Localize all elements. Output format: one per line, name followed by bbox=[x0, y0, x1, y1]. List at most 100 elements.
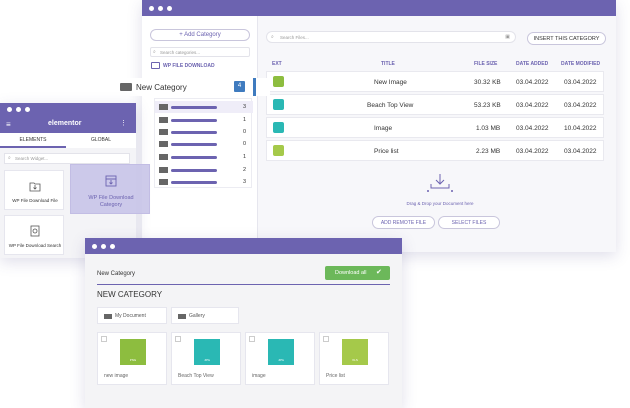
drop-zone-text: Drag & Drop your Document here bbox=[406, 201, 474, 206]
category-count: 0 bbox=[243, 129, 247, 135]
file-date-modified: 03.04.2022 bbox=[564, 102, 597, 109]
file-size: 30.32 KB bbox=[474, 79, 501, 86]
insert-category-button[interactable]: INSERT THIS CATEGORY bbox=[527, 32, 606, 45]
file-card[interactable]: PNG new image bbox=[97, 332, 167, 385]
folder-icon bbox=[159, 141, 168, 147]
download-all-button[interactable]: Download all ✔ bbox=[325, 266, 390, 280]
category-child[interactable]: 0 bbox=[155, 138, 253, 150]
checkbox[interactable] bbox=[323, 336, 329, 342]
file-type-icon bbox=[273, 145, 284, 156]
category-count: 2 bbox=[243, 167, 247, 173]
widget-search-placeholder: Search Widget... bbox=[15, 156, 49, 161]
file-date-added: 03.04.2022 bbox=[516, 148, 549, 155]
frontend-window: New Category Download all ✔ NEW CATEGORY… bbox=[85, 238, 402, 408]
column-header-ext[interactable]: EXT bbox=[272, 61, 282, 67]
file-card[interactable]: JPG image bbox=[245, 332, 315, 385]
file-date-added: 03.04.2022 bbox=[516, 102, 549, 109]
category-root-label: New Category bbox=[136, 83, 187, 92]
file-ext: XLS bbox=[352, 358, 358, 362]
filter-icon[interactable]: ▣ bbox=[505, 34, 510, 40]
elementor-tabs: ELEMENTS GLOBAL bbox=[0, 133, 136, 148]
file-row[interactable]: Price list 2.23 MB 03.04.2022 03.04.2022 bbox=[266, 140, 604, 161]
search-files-input[interactable]: ⌕ Search Files... ▣ bbox=[266, 31, 516, 43]
download-brand-icon bbox=[151, 62, 160, 69]
add-category-button[interactable]: + Add Category bbox=[150, 29, 250, 41]
folder-item[interactable]: My Document bbox=[97, 307, 167, 324]
file-name: new image bbox=[104, 373, 129, 379]
column-header-file-size[interactable]: FILE SIZE bbox=[474, 61, 498, 67]
category-count: 3 bbox=[243, 104, 247, 110]
file-card[interactable]: XLS Price list bbox=[319, 332, 389, 385]
archive-download-icon bbox=[105, 175, 117, 187]
window-dot bbox=[25, 107, 30, 112]
category-name-bar bbox=[171, 143, 217, 146]
apps-grid-icon[interactable]: ⋮ bbox=[120, 120, 127, 127]
add-remote-file-button[interactable]: ADD REMOTE FILE bbox=[372, 216, 435, 229]
category-child[interactable]: 3 bbox=[155, 176, 253, 188]
column-header-date-modified[interactable]: DATE MODIFIED bbox=[561, 61, 601, 67]
file-title: New Image bbox=[374, 79, 407, 86]
category-child[interactable]: 1 bbox=[155, 151, 253, 163]
file-thumbnail bbox=[268, 339, 294, 365]
widget-file[interactable]: WP File Download File bbox=[4, 170, 64, 210]
drop-zone[interactable]: Drag & Drop your Document here bbox=[380, 170, 500, 214]
file-date-added: 03.04.2022 bbox=[516, 125, 549, 132]
window-dot bbox=[92, 244, 97, 249]
tab-elements[interactable]: ELEMENTS bbox=[0, 133, 66, 148]
category-count: 1 bbox=[243, 117, 247, 123]
selection-marker bbox=[253, 78, 256, 96]
category-count: 3 bbox=[243, 179, 247, 185]
window-dot bbox=[16, 107, 21, 112]
file-type-icon bbox=[273, 122, 284, 133]
checkbox[interactable] bbox=[175, 336, 181, 342]
file-card[interactable]: JPG Beach Top View bbox=[171, 332, 241, 385]
file-row[interactable]: Beach Top View 53.23 KB 03.04.2022 03.04… bbox=[266, 94, 604, 115]
window-dot bbox=[101, 244, 106, 249]
category-name-bar bbox=[171, 156, 217, 159]
widget-search-input[interactable]: ⌕ Search Widget... bbox=[4, 153, 130, 164]
column-header-title[interactable]: TITLE bbox=[381, 61, 395, 67]
category-child[interactable]: 3 bbox=[155, 101, 253, 113]
titlebar bbox=[85, 238, 402, 254]
file-date-added: 03.04.2022 bbox=[516, 79, 549, 86]
titlebar bbox=[142, 0, 616, 16]
brand-label: WP FILE DOWNLOAD bbox=[163, 63, 215, 69]
file-thumbnail bbox=[342, 339, 368, 365]
search-categories-input[interactable]: ⌕ Search categories... bbox=[150, 47, 250, 57]
file-date-modified: 03.04.2022 bbox=[564, 148, 597, 155]
checkbox[interactable] bbox=[249, 336, 255, 342]
category-name-bar bbox=[171, 169, 217, 172]
folder-icon bbox=[159, 129, 168, 135]
folder-icon bbox=[178, 314, 186, 319]
category-child[interactable]: 0 bbox=[155, 126, 253, 138]
download-all-label: Download all bbox=[335, 270, 367, 276]
column-header-date-added[interactable]: DATE ADDED bbox=[516, 61, 549, 67]
checkbox[interactable] bbox=[101, 336, 107, 342]
category-count: 0 bbox=[243, 141, 247, 147]
category-child[interactable]: 2 bbox=[155, 164, 253, 176]
breadcrumb[interactable]: New Category bbox=[97, 271, 136, 277]
file-row[interactable]: Image 1.03 MB 03.04.2022 10.04.2022 bbox=[266, 117, 604, 138]
brand: WP FILE DOWNLOAD bbox=[150, 62, 250, 72]
tab-global[interactable]: GLOBAL bbox=[90, 137, 111, 143]
file-size: 1.03 MB bbox=[476, 125, 501, 132]
file-name: Beach Top View bbox=[178, 373, 214, 379]
category-root[interactable]: New Category 4 bbox=[110, 78, 270, 96]
widget-search[interactable]: WP File Download Search bbox=[4, 215, 64, 255]
dragging-widget-category[interactable]: WP File Download Category bbox=[70, 164, 150, 214]
window-dot bbox=[110, 244, 115, 249]
file-ext: JPG bbox=[278, 358, 284, 362]
select-files-button[interactable]: SELECT FILES bbox=[438, 216, 500, 229]
file-thumbnail bbox=[120, 339, 146, 365]
file-title: Price list bbox=[374, 148, 399, 155]
file-date-modified: 03.04.2022 bbox=[564, 79, 597, 86]
file-ext: JPG bbox=[204, 358, 210, 362]
folder-icon bbox=[159, 167, 168, 173]
folder-name: My Document bbox=[115, 313, 146, 319]
file-row[interactable]: New Image 30.32 KB 03.04.2022 03.04.2022 bbox=[266, 71, 604, 92]
folder-item[interactable]: Gallery bbox=[171, 307, 239, 324]
file-download-icon bbox=[29, 182, 41, 192]
category-child[interactable]: 1 bbox=[155, 114, 253, 126]
elementor-header: ≡ elementor ⋮ bbox=[0, 116, 136, 133]
hamburger-menu-icon[interactable]: ≡ bbox=[6, 120, 11, 129]
